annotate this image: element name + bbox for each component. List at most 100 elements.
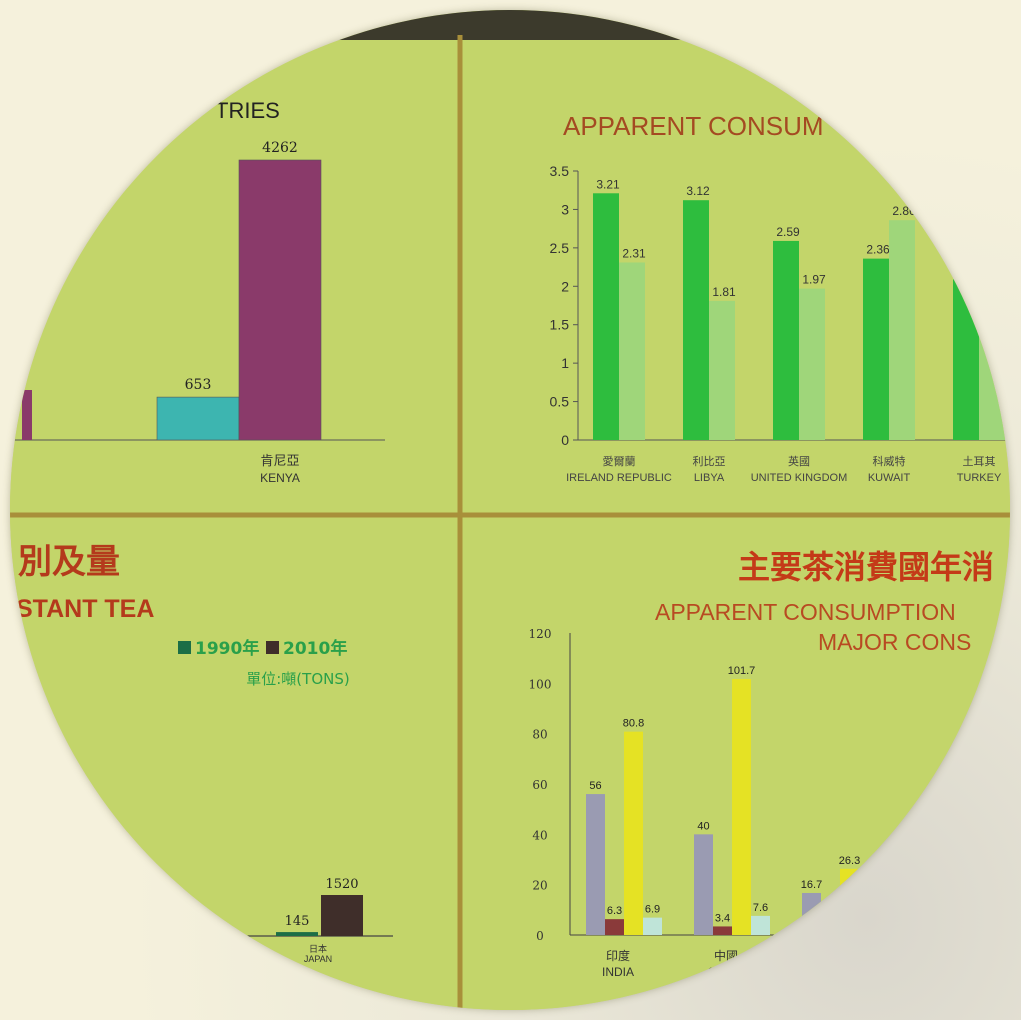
bar-1520 — [321, 895, 363, 936]
y-tick-label-2: 2 — [561, 278, 569, 294]
category-label-en-0: INDIA — [602, 965, 634, 979]
data-label-6.3: 6.3 — [607, 905, 622, 917]
y-tick-label-100: 100 — [529, 677, 552, 691]
bar-group1-series3 — [751, 915, 770, 935]
data-label-1.97: 1.97 — [802, 273, 826, 287]
data-label-1.81: 1.81 — [712, 285, 736, 299]
category-label-en-3: KUWAIT — [868, 472, 911, 484]
bar-ireland-republic-1 — [619, 262, 645, 440]
bar-145 — [276, 932, 318, 936]
chart-title: APPARENT CONSUM — [563, 111, 824, 141]
bar-united-kingdom-0 — [773, 240, 799, 440]
y-tick-label-80: 80 — [532, 728, 547, 742]
bar-partial-left — [22, 390, 32, 440]
unit-label: 單位:噸(TONS) — [246, 670, 349, 688]
legend-swatch-0 — [178, 641, 191, 654]
panel-top-left: TRIES 653 4262 肯尼亞 KENYA — [10, 98, 385, 485]
bar-group1-series1 — [713, 926, 732, 935]
data-label-2.86: 2.86 — [892, 204, 916, 218]
data-label-7.6: 7.6 — [753, 902, 768, 914]
panel-bottom-right: 主要茶消費國年消 APPARENT CONSUMPTION MAJOR CONS 0 2… — [529, 548, 1010, 979]
bar-libya-1 — [709, 300, 735, 440]
bar-group2-series2 — [840, 868, 859, 935]
bar-653 — [156, 396, 240, 441]
chart-title-zh: 別及量 — [18, 542, 120, 582]
legend-swatch-1 — [266, 641, 279, 654]
data-label-145: 145 — [285, 914, 310, 929]
y-tick-label-120: 120 — [529, 627, 552, 641]
bar-group2-series0 — [802, 892, 821, 935]
bar-libya-0 — [683, 200, 709, 440]
bar-ireland-republic-0 — [593, 193, 619, 440]
data-label-3.21: 3.21 — [596, 177, 620, 191]
data-label-2.31: 2.31 — [622, 246, 646, 260]
bar-group0-series2 — [624, 731, 643, 935]
category-label-en-1: CHINA — [707, 965, 744, 979]
data-label-5.8: 5.8 — [823, 906, 838, 918]
bar-turkey-1 — [979, 297, 1005, 440]
bar-group0-series0 — [586, 794, 605, 935]
category-label-zh-0: 愛爾蘭 — [603, 455, 636, 468]
poster-board: TRIES 653 4262 肯尼亞 KENYA APPARENT CONSUM 0 0.5… — [10, 10, 1010, 1010]
category-label-en-4: TURKEY — [957, 472, 1002, 484]
panel-top-right: APPARENT CONSUM 0 0.5 1 1.5 2 2.5 3 3.5 3.21 2.31 愛… — [550, 111, 1010, 484]
y-tick-label-60: 60 — [532, 778, 547, 792]
data-label-26.3: 26.3 — [839, 855, 860, 867]
bar-united-kingdom-1 — [799, 288, 825, 440]
bar-group0-series3 — [643, 917, 662, 935]
category-label-en-0: IRELAND REPUBLIC — [566, 472, 672, 484]
category-label-zh-2: 英國 — [788, 454, 810, 468]
category-label-en: KENYA — [260, 471, 300, 485]
data-label-653: 653 — [185, 377, 212, 393]
category-label-zh-1: 利比亞 — [693, 455, 726, 468]
data-label-2.59: 2.59 — [776, 225, 800, 239]
data-label-3.4: 3.4 — [715, 912, 730, 924]
data-label-3.12: 3.12 — [686, 184, 710, 198]
bar-4262 — [238, 159, 322, 441]
y-tick-label-2.5: 2.5 — [550, 240, 570, 256]
data-label-80.8: 80.8 — [623, 718, 644, 730]
data-label-4262: 4262 — [262, 140, 298, 156]
chart-title-en: STANT TEA — [16, 595, 154, 623]
bar-group0-series1 — [605, 919, 624, 935]
y-tick-label-3.5: 3.5 — [550, 163, 570, 179]
y-tick-label-1.5: 1.5 — [550, 317, 570, 333]
category-label-zh: 日本 — [309, 943, 327, 954]
y-tick-label-20: 20 — [532, 879, 547, 893]
category-label-zh: 肯尼亞 — [260, 453, 299, 468]
category-label-zh-3: 科威特 — [873, 454, 906, 468]
bar-group2-series1 — [821, 920, 840, 935]
y-tick-label-40: 40 — [532, 828, 547, 842]
y-tick-label-0: 0 — [536, 929, 544, 943]
category-label-zh-4: 土耳其 — [963, 455, 996, 468]
category-label-en: JAPAN — [304, 954, 332, 964]
bar-group1-series0 — [694, 834, 713, 935]
category-label-en-1: LIBYA — [694, 472, 725, 484]
bar-group1-series2 — [732, 679, 751, 935]
y-tick-label-1: 1 — [561, 355, 569, 371]
data-label-16.7: 16.7 — [801, 879, 822, 891]
bar-turkey-0 — [953, 279, 979, 440]
data-label-40: 40 — [697, 820, 709, 832]
chart-title-en-2: MAJOR CONS — [818, 629, 971, 655]
legend-label-0: 1990年 — [195, 638, 259, 659]
data-label-101.7: 101.7 — [728, 665, 756, 677]
y-tick-label-0: 0 — [561, 432, 569, 448]
category-label-zh-0: 印度 — [606, 948, 630, 963]
poster-photo: TRIES 653 4262 肯尼亞 KENYA APPARENT CONSUM 0 0.5… — [10, 10, 1010, 1010]
bar-kuwait-1 — [889, 220, 915, 440]
legend-label-1: 2010年 — [283, 638, 347, 659]
y-tick-label-0.5: 0.5 — [550, 394, 570, 410]
data-label-6.9: 6.9 — [645, 904, 660, 916]
data-label-56: 56 — [589, 780, 601, 792]
category-label-zh-1: 中國 — [714, 948, 738, 963]
chart-title: TRIES — [215, 98, 280, 123]
data-label-2.36: 2.36 — [866, 243, 890, 257]
data-label-2.0: 2.0 — [960, 263, 977, 277]
chart-title-en-1: APPARENT CONSUMPTION — [655, 599, 956, 625]
category-label-en-2: UNITED KINGDOM — [751, 472, 848, 484]
bar-kuwait-0 — [863, 258, 889, 440]
data-label-1520: 1520 — [325, 877, 358, 892]
